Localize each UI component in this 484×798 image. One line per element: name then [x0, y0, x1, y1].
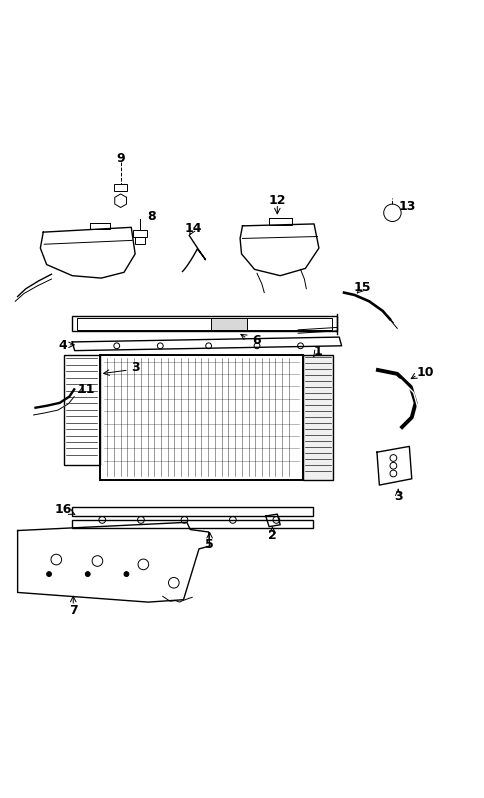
Bar — [77, 318, 332, 330]
Text: 9: 9 — [116, 152, 125, 165]
Text: 15: 15 — [353, 281, 370, 294]
Text: 14: 14 — [184, 223, 201, 235]
Text: 3: 3 — [393, 490, 402, 504]
Bar — [133, 230, 147, 237]
Text: 8: 8 — [147, 210, 155, 223]
Text: 13: 13 — [397, 200, 415, 213]
Text: 10: 10 — [416, 366, 433, 379]
Text: 4: 4 — [58, 339, 67, 352]
Text: 16: 16 — [55, 503, 72, 516]
Text: 3: 3 — [131, 361, 139, 374]
Text: 7: 7 — [69, 604, 77, 618]
Text: 12: 12 — [268, 194, 286, 207]
Bar — [269, 218, 292, 225]
Bar — [302, 354, 332, 480]
Bar — [114, 184, 127, 191]
Circle shape — [46, 571, 51, 576]
Bar — [72, 508, 313, 516]
Text: 11: 11 — [78, 383, 95, 396]
Bar — [211, 318, 247, 330]
Bar — [100, 354, 302, 480]
Bar — [72, 520, 313, 527]
Text: 5: 5 — [205, 538, 213, 551]
Bar — [135, 237, 145, 244]
Text: 6: 6 — [252, 334, 261, 347]
Bar — [72, 316, 336, 331]
Circle shape — [124, 571, 129, 576]
Text: 2: 2 — [268, 529, 276, 542]
Bar — [63, 354, 100, 465]
Bar — [90, 223, 109, 229]
Text: 1: 1 — [313, 345, 321, 358]
Circle shape — [85, 571, 90, 576]
